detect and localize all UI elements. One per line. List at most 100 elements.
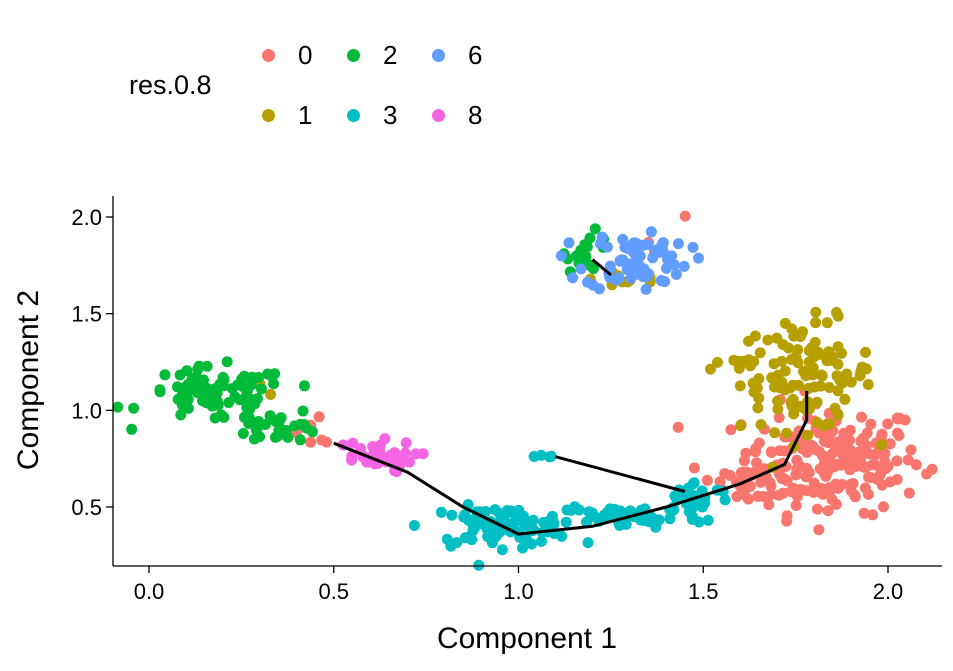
data-point-cluster-1 (825, 354, 837, 366)
data-point-cluster-0 (781, 515, 793, 527)
data-point-cluster-0 (867, 509, 879, 521)
data-point-cluster-6 (657, 245, 669, 257)
data-point-cluster-1 (782, 342, 794, 354)
data-point-cluster-1 (781, 427, 792, 439)
data-point-cluster-1 (811, 396, 823, 408)
data-point-cluster-0 (751, 457, 762, 469)
data-point-cluster-1 (800, 370, 812, 382)
data-point-cluster-1 (816, 370, 828, 382)
data-point-cluster-3 (688, 477, 700, 489)
data-point-cluster-1 (752, 402, 764, 414)
data-point-cluster-2 (237, 428, 249, 439)
data-point-cluster-0 (905, 444, 917, 456)
data-point-cluster-3 (702, 514, 714, 526)
data-point-cluster-1 (738, 355, 750, 367)
data-point-cluster-6 (678, 260, 690, 272)
data-point-cluster-0 (926, 463, 938, 475)
x-tick-label: 0.0 (134, 579, 165, 604)
data-point-cluster-2 (126, 423, 138, 435)
data-point-cluster-0 (813, 524, 825, 536)
data-point-cluster-0 (766, 447, 777, 458)
data-point-cluster-3 (510, 515, 521, 527)
data-point-cluster-3 (582, 537, 594, 549)
data-point-cluster-0 (763, 499, 775, 511)
data-point-cluster-3 (668, 504, 680, 516)
data-point-cluster-1 (860, 346, 871, 358)
legend-label-0: 0 (298, 40, 313, 70)
data-point-cluster-2 (207, 385, 219, 397)
data-point-cluster-3 (480, 506, 492, 517)
data-point-cluster-1 (803, 382, 815, 394)
data-point-cluster-0 (859, 482, 871, 494)
data-point-cluster-6 (642, 239, 654, 250)
data-point-cluster-2 (226, 383, 238, 394)
data-point-cluster-3 (459, 532, 471, 544)
data-point-cluster-6 (555, 250, 567, 262)
data-point-cluster-0 (752, 490, 764, 502)
data-point-cluster-0 (737, 466, 749, 478)
data-point-cluster-2 (587, 263, 599, 275)
data-point-cluster-8 (403, 456, 415, 468)
data-point-cluster-2 (154, 384, 166, 396)
trajectory-line-1 (555, 455, 686, 493)
data-point-cluster-6 (657, 237, 669, 249)
data-point-cluster-1 (762, 334, 774, 346)
data-point-cluster-1 (832, 310, 844, 322)
data-point-cluster-0 (861, 427, 873, 439)
data-point-cluster-0 (910, 459, 922, 471)
data-point-cluster-6 (647, 252, 659, 264)
data-point-cluster-0 (740, 447, 752, 459)
data-point-cluster-1 (748, 386, 760, 398)
data-point-cluster-1 (793, 379, 805, 391)
data-point-cluster-0 (891, 455, 903, 467)
data-point-cluster-8 (380, 452, 392, 464)
data-point-cluster-3 (481, 523, 493, 535)
legend-label-1: 1 (298, 100, 313, 130)
legend-label-8: 8 (468, 100, 483, 130)
data-point-cluster-0 (838, 427, 850, 439)
data-point-cluster-2 (218, 411, 230, 423)
data-point-cluster-6 (563, 237, 575, 249)
data-point-cluster-2 (294, 434, 306, 446)
data-point-cluster-1 (836, 377, 848, 389)
y-tick-label: 0.5 (71, 495, 102, 520)
data-point-cluster-3 (517, 542, 528, 554)
data-point-cluster-1 (734, 380, 746, 392)
legend: res.0.8 0 2 6 1 3 8 (0, 0, 953, 160)
data-point-cluster-0 (865, 418, 877, 430)
data-point-cluster-1 (705, 363, 716, 375)
legend-key-2 (347, 49, 360, 62)
data-point-cluster-0 (863, 448, 875, 460)
data-point-cluster-2 (289, 420, 301, 432)
legend-label-6: 6 (468, 40, 483, 70)
data-point-cluster-8 (400, 447, 411, 459)
data-point-cluster-2 (265, 370, 277, 382)
data-point-cluster-6 (593, 283, 605, 295)
data-point-cluster-1 (839, 393, 851, 405)
data-point-cluster-0 (836, 447, 848, 459)
data-point-cluster-0 (830, 498, 842, 510)
data-point-cluster-2 (244, 403, 255, 415)
data-point-cluster-3 (467, 520, 479, 531)
data-point-cluster-1 (802, 429, 814, 441)
data-point-cluster-3 (527, 514, 539, 526)
data-point-cluster-2 (223, 397, 235, 409)
data-point-cluster-1 (810, 317, 822, 329)
data-point-cluster-0 (701, 474, 713, 486)
data-point-cluster-0 (884, 476, 896, 488)
data-point-cluster-1 (772, 403, 784, 415)
data-point-cluster-8 (400, 437, 412, 449)
data-point-cluster-6 (567, 272, 579, 284)
legend-title: res.0.8 (129, 70, 212, 100)
data-point-cluster-1 (735, 420, 747, 432)
data-point-cluster-0 (790, 500, 802, 511)
data-point-cluster-3 (586, 507, 598, 519)
legend-key-1 (262, 109, 275, 122)
data-point-cluster-0 (875, 462, 887, 474)
x-axis-title: Component 1 (437, 622, 617, 655)
data-point-cluster-1 (771, 332, 783, 344)
y-tick-label: 1.5 (71, 302, 102, 327)
data-point-cluster-3 (408, 520, 420, 531)
data-point-cluster-6 (693, 252, 704, 264)
